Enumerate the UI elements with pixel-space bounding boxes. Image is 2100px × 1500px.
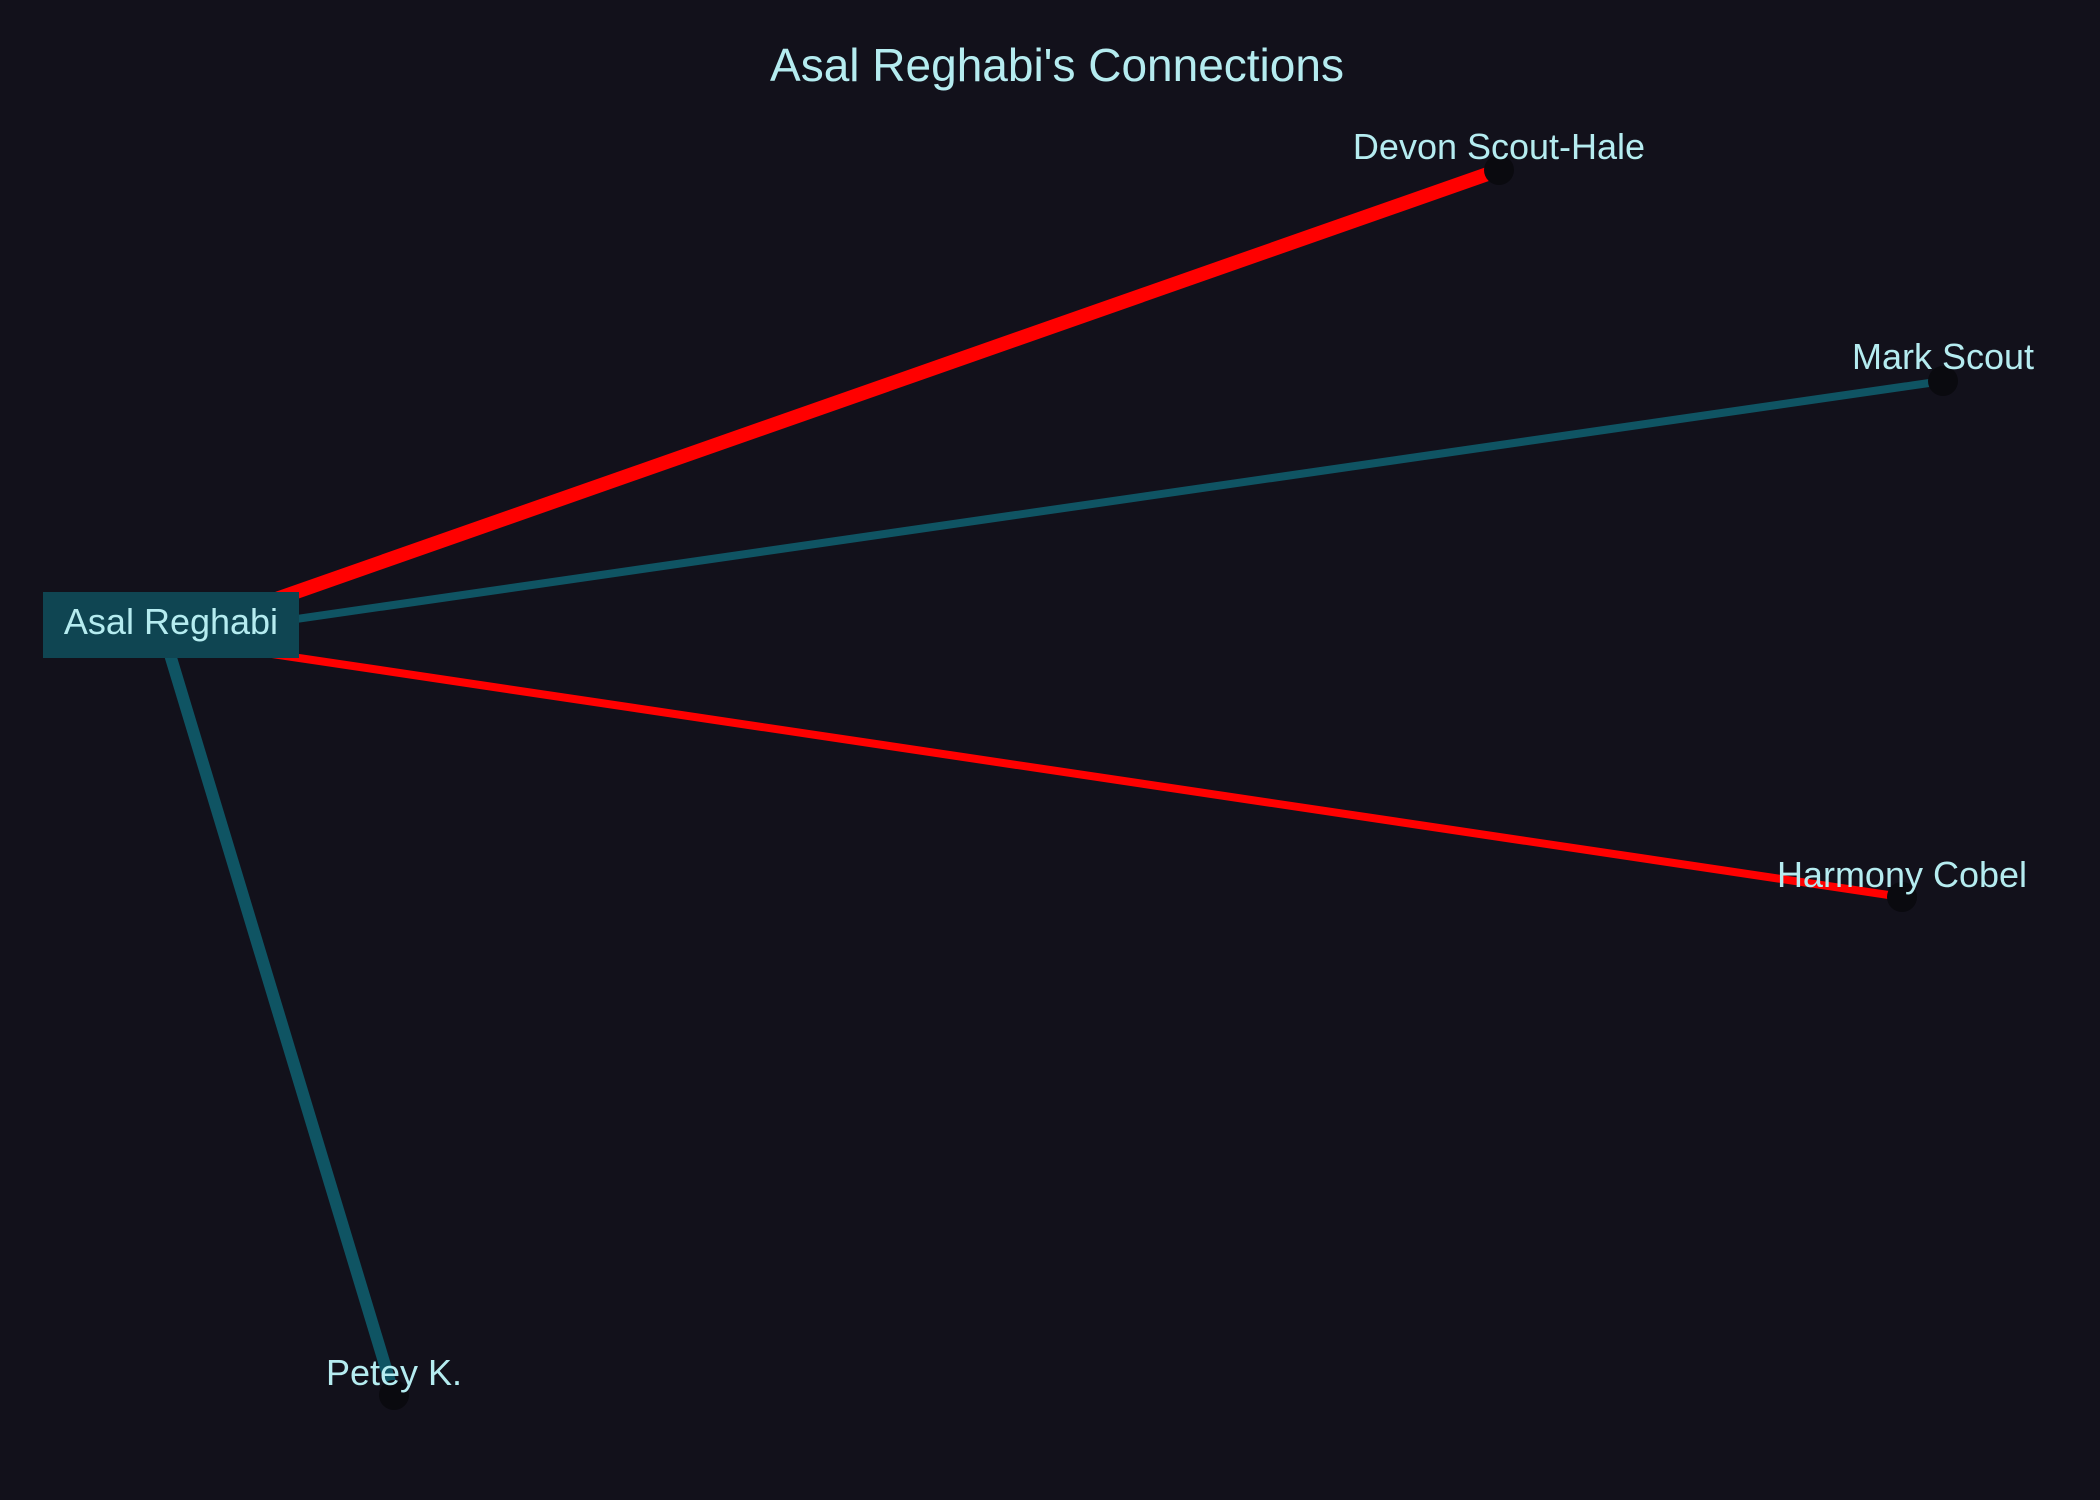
center-node[interactable]: Asal Reghabi: [43, 592, 299, 658]
edge-asal-petey: [159, 636, 400, 1397]
node-label-devon: Devon Scout-Hale: [1353, 126, 1645, 167]
center-node-label: Asal Reghabi: [64, 601, 278, 642]
node-label-harmony: Harmony Cobel: [1777, 854, 2027, 895]
node-label-mark: Mark Scout: [1852, 336, 2034, 377]
labels-layer: Devon Scout-Hale Mark Scout Harmony Cobel P…: [326, 126, 2034, 1393]
center-node-box: [43, 592, 299, 658]
node-dot-devon[interactable]: [1484, 155, 1514, 185]
diagram-title: Asal Reghabi's Connections: [770, 39, 1344, 91]
edge-asal-devon: [162, 163, 1502, 645]
node-dot-petey[interactable]: [379, 1380, 409, 1410]
edge-asal-harmony: [164, 634, 1903, 901]
node-dot-harmony[interactable]: [1887, 882, 1917, 912]
node-label-petey: Petey K.: [326, 1352, 462, 1393]
node-dot-mark[interactable]: [1928, 366, 1958, 396]
edges-layer: [159, 163, 1944, 1397]
edge-asal-mark: [164, 377, 1944, 642]
